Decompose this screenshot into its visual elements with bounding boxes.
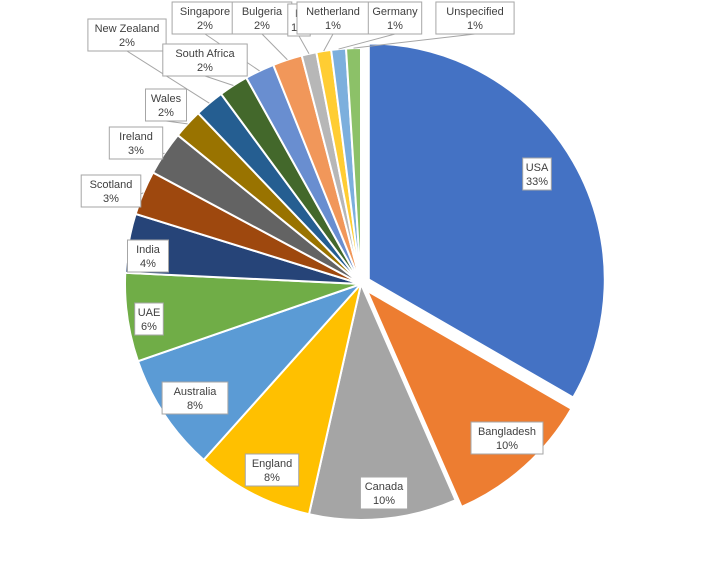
data-label-name: Netherland [306,6,360,18]
data-label-percent: 33% [526,176,548,188]
data-label-name: Scotland [90,179,133,191]
data-label-name: Canada [365,481,404,493]
data-label-name: Ireland [119,131,153,143]
leader-line [298,35,310,55]
data-label-percent: 1% [325,20,341,32]
data-label-percent: 8% [187,400,203,412]
data-label-singapore: Singapore 2% [171,1,239,35]
data-label-percent: 2% [158,107,174,119]
data-label-unspecified: Unspecified 1% [435,1,515,35]
data-label-india: India 4% [127,239,169,273]
data-label-name: Bangladesh [478,426,536,438]
pie-slice-australia [136,281,365,462]
data-label-australia: Australia 8% [161,381,229,415]
data-label-name: Bulgeria [242,6,283,18]
data-label-scotland: Scotland 3% [80,174,142,208]
data-label-percent: 3% [128,145,144,157]
data-label-name: Australia [174,386,218,398]
data-label-name: India [136,244,161,256]
data-label-name: New Zealand [95,23,160,35]
data-label-name: Wales [151,93,182,105]
data-label-percent: 2% [197,62,213,74]
pie-slice-england [202,280,363,516]
leader-line [323,33,334,52]
data-label-percent: 1% [387,20,403,32]
data-label-percent: 2% [119,37,135,49]
data-label-new-zealand: New Zealand 2% [87,18,167,52]
data-labels: USA33%Bangladesh10%Canada10%England8%Aus… [80,1,552,510]
data-label-percent: 6% [141,321,157,333]
data-label-germany: Germany 1% [367,1,423,35]
data-label-uae: UAE 6% [134,302,164,336]
data-label-bangladesh: Bangladesh 10% [470,421,544,455]
leader-line [338,33,396,50]
data-label-name: UAE [138,307,161,319]
data-label-name: England [252,458,292,470]
data-label-percent: 10% [373,495,395,507]
pie-slice-usa [367,42,606,399]
leader-line [353,33,476,49]
data-label-percent: 10% [496,440,518,452]
data-label-percent: 8% [264,472,280,484]
data-label-usa: USA 33% [522,157,552,191]
data-label-percent: 2% [197,20,213,32]
data-label-name: Singapore [180,6,230,18]
data-label-percent: 4% [140,258,156,270]
data-label-name: South Africa [175,48,235,60]
leader-line [261,33,288,61]
data-label-england: England 8% [244,453,300,487]
data-label-canada: Canada 10% [359,476,409,510]
data-label-netherland: Netherland 1% [296,1,370,35]
data-label-name: Unspecified [446,6,503,18]
data-label-bulgeria: Bulgeria 2% [231,1,293,35]
leader-line [204,75,234,86]
pie-slices [124,42,606,521]
data-label-wales: Wales 2% [145,88,187,122]
data-label-percent: 1% [467,20,483,32]
pie-slice-canada [307,280,457,521]
data-label-name: Germany [372,6,418,18]
leader-line [126,50,210,104]
data-label-percent: 2% [254,20,270,32]
data-label-name: USA [526,162,549,174]
data-label-ireland: Ireland 3% [108,126,164,160]
data-label-south-africa: South Africa 2% [162,43,248,77]
data-label-percent: 3% [103,193,119,205]
